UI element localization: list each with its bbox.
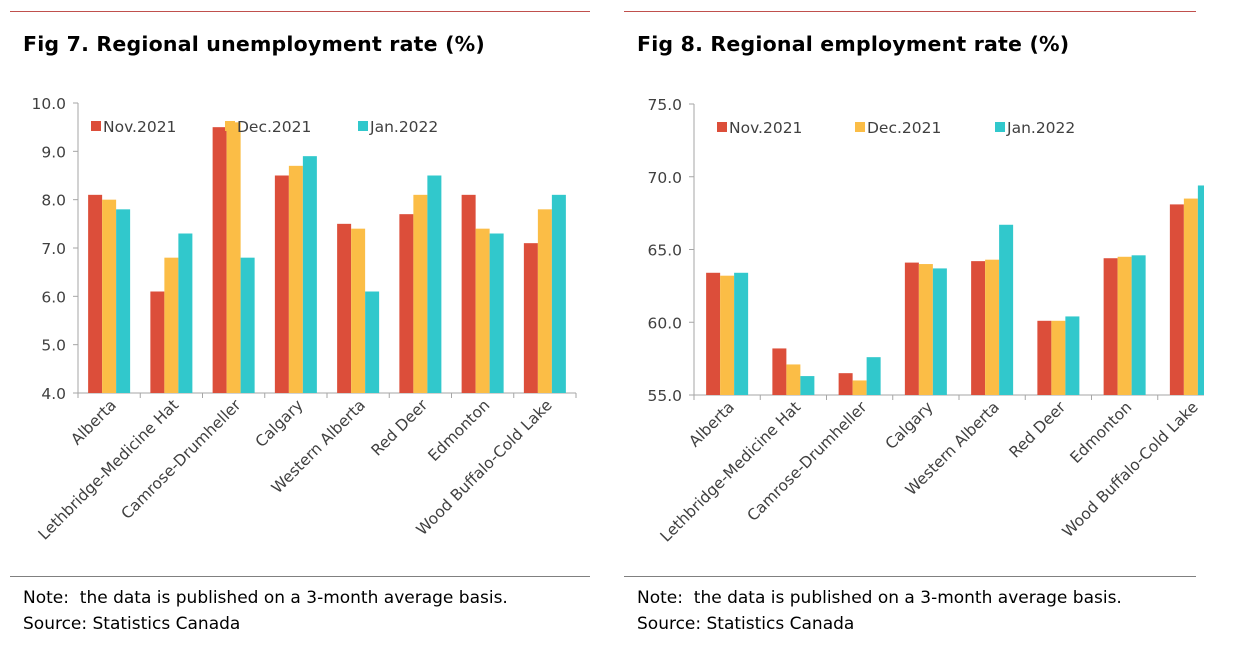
bar-jan-2022	[302, 156, 317, 393]
legend-swatch	[358, 121, 368, 131]
x-category-label: Calgary	[252, 396, 307, 451]
legend-swatch	[717, 122, 727, 132]
bottom-rule	[624, 576, 1196, 577]
note-text: Note: the data is published on a 3-month…	[637, 588, 1122, 608]
bar-dec-2021	[288, 165, 303, 393]
legend-label: Dec.2021	[867, 119, 941, 137]
bar-nov-2021	[88, 194, 103, 393]
note-text: Note: the data is published on a 3-month…	[23, 588, 508, 608]
x-category-label: Camrose-Drumheller	[744, 398, 871, 525]
legend-label: Jan.2022	[369, 118, 438, 136]
bar-nov-2021	[274, 175, 289, 393]
top-rule	[10, 11, 590, 12]
legend-swatch	[91, 121, 101, 131]
bar-dec-2021	[918, 264, 933, 395]
fig8-title: Fig 8. Regional employment rate (%)	[637, 32, 1070, 56]
bar-nov-2021	[706, 272, 721, 395]
legend-swatch	[995, 122, 1005, 132]
x-category-label: Alberta	[67, 396, 119, 448]
bar-dec-2021	[226, 122, 241, 394]
bar-nov-2021	[838, 373, 853, 395]
y-tick-label: 60.0	[647, 314, 682, 332]
bar-jan-2022	[365, 291, 380, 393]
bar-dec-2021	[1183, 198, 1198, 395]
y-tick-label: 8.0	[41, 192, 66, 210]
x-category-label: Camrose-Drumheller	[118, 396, 245, 523]
bar-jan-2022	[866, 357, 881, 395]
bar-dec-2021	[102, 199, 117, 393]
bar-dec-2021	[1117, 256, 1132, 395]
y-tick-label: 9.0	[41, 143, 66, 161]
bar-dec-2021	[475, 228, 490, 393]
bar-nov-2021	[1169, 204, 1184, 395]
source-text: Source: Statistics Canada	[23, 614, 241, 634]
bar-dec-2021	[1051, 320, 1066, 395]
fig8-panel: Fig 8. Regional employment rate (%) 55.0…	[624, 0, 1204, 648]
legend-swatch	[225, 121, 235, 131]
bar-dec-2021	[985, 259, 1000, 395]
legend-swatch	[855, 122, 865, 132]
bar-jan-2022	[932, 268, 947, 395]
bar-jan-2022	[489, 233, 504, 393]
bar-nov-2021	[212, 127, 227, 393]
bar-dec-2021	[413, 194, 428, 393]
y-tick-label: 7.0	[41, 240, 66, 258]
bar-dec-2021	[786, 364, 801, 395]
bar-nov-2021	[1103, 258, 1118, 395]
x-category-label: Red Deer	[368, 396, 432, 460]
bottom-rule	[10, 576, 590, 577]
y-tick-label: 55.0	[647, 387, 682, 405]
fig8-chart: 55.0 60.0 65.0 70.0 75.0 AlbertaLethbridge-Me…	[647, 96, 1204, 546]
bar-dec-2021	[164, 257, 179, 393]
bar-dec-2021	[852, 380, 867, 395]
source-text: Source: Statistics Canada	[637, 614, 855, 634]
fig7-title: Fig 7. Regional unemployment rate (%)	[23, 32, 485, 56]
bar-nov-2021	[461, 194, 476, 393]
y-tick-label: 65.0	[647, 242, 682, 260]
legend-label: Nov.2021	[103, 118, 176, 136]
fig8-notes: Note: the data is published on a 3-month…	[637, 585, 1122, 637]
y-tick-label: 75.0	[647, 96, 682, 114]
fig7-panel: Fig 7. Regional unemployment rate (%) 4.…	[10, 0, 590, 648]
y-tick-label: 10.0	[31, 95, 66, 113]
x-category-label: Wood Buffalo-Cold Lake	[1059, 398, 1202, 541]
bar-nov-2021	[150, 291, 165, 393]
bar-dec-2021	[720, 275, 735, 395]
x-category-label: Alberta	[685, 398, 737, 450]
bar-jan-2022	[999, 224, 1014, 395]
bar-jan-2022	[1065, 316, 1080, 395]
bar-nov-2021	[772, 348, 787, 395]
bar-jan-2022	[1131, 255, 1146, 395]
bar-jan-2022	[116, 209, 131, 393]
bar-nov-2021	[523, 243, 538, 393]
bar-jan-2022	[427, 175, 442, 393]
bar-jan-2022	[800, 376, 815, 395]
fig7-chart: 4.05.06.07.08.09.010.0AlbertaLethbridge-…	[31, 95, 577, 544]
bar-nov-2021	[971, 261, 986, 395]
bar-jan-2022	[178, 233, 193, 393]
bar-jan-2022	[240, 257, 255, 393]
x-category-label: Edmonton	[1067, 398, 1136, 467]
bar-dec-2021	[351, 228, 366, 393]
bar-jan-2022	[734, 272, 749, 395]
bar-nov-2021	[337, 223, 352, 393]
x-category-label: Red Deer	[1006, 398, 1070, 462]
bar-jan-2022	[551, 194, 566, 393]
legend-label: Jan.2022	[1006, 119, 1075, 137]
legend-label: Nov.2021	[729, 119, 802, 137]
bar-dec-2021	[537, 209, 552, 393]
x-category-label: Calgary	[882, 398, 937, 453]
bar-nov-2021	[904, 262, 919, 395]
top-rule	[624, 11, 1196, 12]
y-tick-label: 6.0	[41, 288, 66, 306]
y-tick-label: 70.0	[647, 169, 682, 187]
legend-label: Dec.2021	[237, 118, 311, 136]
x-category-label: Lethbridge-Medicine Hat	[657, 398, 804, 545]
bar-nov-2021	[1037, 320, 1052, 395]
bar-jan-2022	[1197, 185, 1204, 395]
fig7-notes: Note: the data is published on a 3-month…	[23, 585, 508, 637]
y-tick-label: 5.0	[41, 337, 66, 355]
bar-nov-2021	[399, 214, 414, 393]
y-tick-label: 4.0	[41, 385, 66, 403]
